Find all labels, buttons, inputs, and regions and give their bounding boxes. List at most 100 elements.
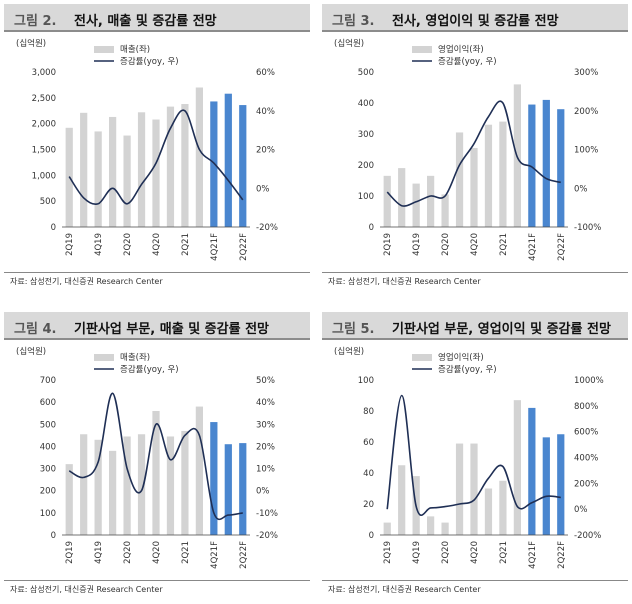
y-tick-label: 0 [51, 531, 56, 541]
y2-tick-label: 20% [256, 146, 275, 156]
x-tick-label: 4Q19 [412, 541, 422, 564]
y-tick-label: 1,500 [32, 146, 56, 156]
y-tick-label: 60 [363, 438, 374, 448]
bar [557, 434, 565, 535]
bar [166, 106, 175, 227]
y-tick-label: 0 [369, 223, 374, 233]
y2-tick-label: 1000% [574, 376, 604, 386]
figure-2-panel: 그림 2. 전사, 매출 및 증감률 전망 (십억원) 0 500 1,000 1,50… [4, 4, 310, 294]
chart: (십억원) 0 100 200 300 400 500 600 700 -20% -10% 0% 10%… [16, 346, 278, 569]
unit-label: (십억원) [16, 38, 46, 49]
bar [195, 406, 203, 535]
y-tick-label: 300 [40, 465, 56, 475]
source-note: 자료: 삼성전기, 대신증권 Research Center [10, 585, 163, 594]
bar [181, 104, 189, 227]
y-tick-label: 20 [363, 500, 374, 510]
legend-swatch-bar [412, 46, 432, 53]
y2-tick-label: 0% [574, 184, 588, 194]
bar [398, 465, 406, 535]
figure-3-panel: 그림 3. 전사, 영업이익 및 증감률 전망 (십억원) 0 100 200 300 4… [322, 4, 628, 294]
y-tick-label: 100 [40, 509, 56, 519]
bar [181, 430, 189, 535]
x-tick-label: 4Q20 [470, 541, 480, 564]
bar [109, 116, 117, 227]
legend-swatch-bar [94, 46, 114, 53]
bar [470, 443, 478, 535]
bar [80, 112, 88, 227]
bar [94, 439, 102, 535]
y2-tick-label: 60% [256, 68, 275, 78]
source-note: 자료: 삼성전기, 대신증권 Research Center [328, 585, 481, 594]
y2-tick-label: 30% [256, 420, 275, 430]
unit-label: (십억원) [334, 38, 364, 49]
y-tick-label: 500 [40, 420, 56, 430]
x-tick-label: 4Q20 [152, 233, 162, 256]
source-divider [322, 272, 628, 273]
y2-tick-label: 800% [574, 402, 598, 412]
y-tick-label: 80 [363, 407, 374, 417]
legend-swatch-bar [412, 354, 432, 361]
figure-header: 그림 3. 전사, 영업이익 및 증감률 전망 [322, 4, 628, 32]
x-tick-label: 2Q20 [123, 541, 133, 564]
x-tick-label: 4Q20 [152, 541, 162, 564]
y-tick-label: 0 [369, 531, 374, 541]
y-tick-label: 40 [363, 469, 374, 479]
figure-title: 기판사업 부문, 매출 및 증감률 전망 [74, 322, 270, 337]
y-tick-label: 400 [358, 99, 374, 109]
bar [152, 411, 160, 535]
bar [427, 516, 435, 535]
bar [224, 93, 232, 227]
bar [65, 464, 73, 535]
bar [484, 488, 493, 535]
legend-label: 증감률(yoy, 우) [120, 56, 179, 67]
y2-tick-label: 200% [574, 479, 598, 489]
y-tick-label: 600 [40, 398, 56, 408]
bar [137, 112, 146, 227]
x-tick-label: 2Q21 [499, 541, 509, 564]
y2-tick-label: 600% [574, 428, 598, 438]
unit-label: (십억원) [16, 346, 46, 357]
bar [427, 175, 435, 227]
y-tick-label: 100 [358, 376, 374, 386]
bar [499, 480, 507, 535]
y2-tick-label: -100% [574, 223, 601, 233]
bar [455, 132, 464, 227]
x-tick-label: 4Q21F [210, 541, 220, 569]
figure-4-panel: 그림 4. 기판사업 부문, 매출 및 증감률 전망 (십억원) 0 100 200 3… [4, 312, 310, 602]
figure-number: 그림 3. [332, 14, 375, 29]
bar [557, 109, 565, 227]
x-tick-label: 2Q22F [239, 541, 249, 569]
y2-tick-label: 200% [574, 107, 598, 117]
y-tick-label: 400 [40, 442, 56, 452]
figure-title: 전사, 영업이익 및 증감률 전망 [392, 14, 559, 29]
x-tick-label: 2Q20 [441, 541, 451, 564]
y2-tick-label: -10% [256, 509, 278, 519]
bar [398, 168, 406, 227]
bar [499, 121, 507, 227]
bar [441, 194, 449, 227]
bar [166, 436, 175, 535]
bar [528, 407, 536, 535]
figure-header: 그림 2. 전사, 매출 및 증감률 전망 [4, 4, 310, 32]
bar [123, 436, 131, 535]
x-tick-label: 2Q20 [123, 233, 133, 256]
figure-title: 기판사업 부문, 영업이익 및 증감률 전망 [392, 322, 611, 337]
x-tick-label: 4Q21F [210, 233, 220, 261]
y2-tick-label: 300% [574, 68, 598, 78]
x-tick-label: 2Q22F [557, 233, 567, 261]
bar [94, 131, 102, 227]
y2-tick-label: 10% [256, 465, 275, 475]
x-tick-label: 2Q20 [441, 233, 451, 256]
unit-label: (십억원) [334, 346, 364, 357]
y2-tick-label: -20% [256, 531, 278, 541]
bar [412, 183, 420, 227]
bar [542, 99, 550, 227]
x-tick-label: 4Q19 [412, 233, 422, 256]
bar [80, 434, 88, 535]
bar [109, 450, 117, 535]
y-tick-label: 0 [51, 223, 56, 233]
figure-number: 그림 4. [14, 322, 57, 337]
growth-rate-line [386, 100, 561, 207]
x-tick-label: 2Q19 [65, 541, 75, 564]
bar [470, 147, 478, 227]
